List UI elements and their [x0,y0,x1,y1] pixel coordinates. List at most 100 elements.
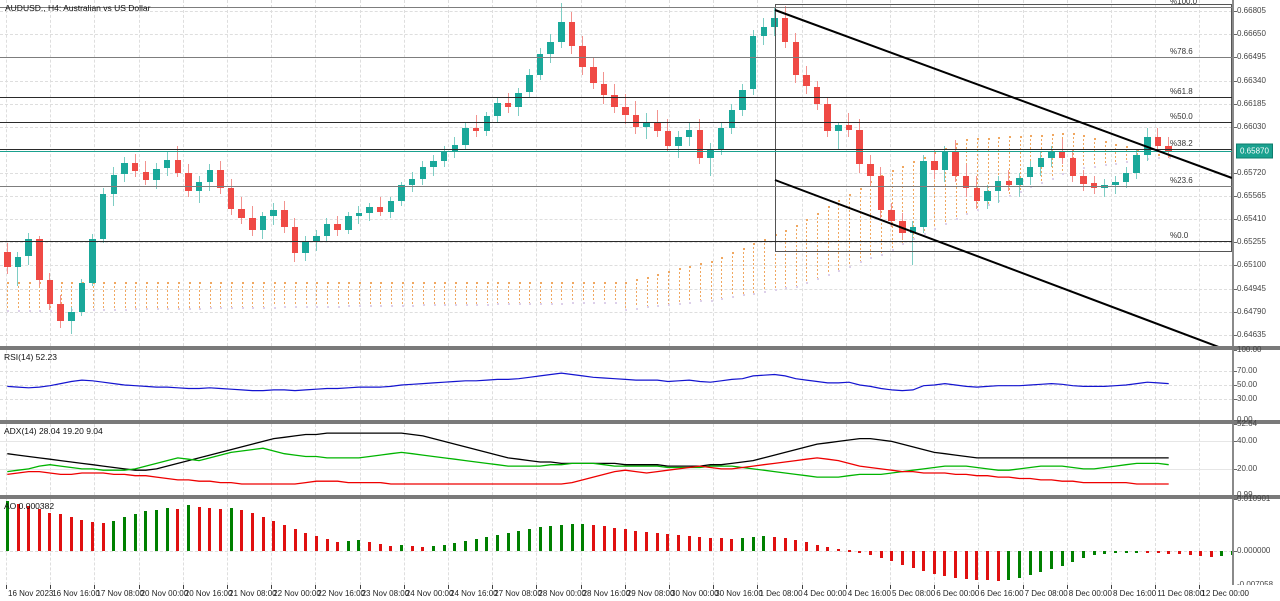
candlestick[interactable] [962,0,970,346]
candlestick[interactable] [1016,0,1023,346]
candlestick[interactable] [259,0,267,346]
candlestick[interactable] [89,0,96,346]
candlestick[interactable] [771,0,778,346]
candlestick[interactable] [579,0,586,346]
price-plot-area[interactable]: %100.0 %78.6 %61.8 %50.0 %38.2 %23.6 %0.0 [0,0,1232,346]
candlestick[interactable] [462,0,469,346]
candlestick[interactable] [931,0,938,346]
candlestick[interactable] [504,0,512,346]
time-axis[interactable]: 16 Nov 2023 16 Nov 16:00 17 Nov 08:00 20 No… [0,585,1280,601]
candlestick[interactable] [1165,0,1172,346]
candlestick[interactable] [291,0,299,346]
candlestick[interactable] [398,0,405,346]
candlestick[interactable] [813,0,821,346]
candlestick[interactable] [515,0,522,346]
candlestick[interactable] [121,0,128,346]
candlestick[interactable] [1133,0,1140,346]
candlestick[interactable] [99,0,107,346]
candlestick[interactable] [717,0,725,346]
candlestick[interactable] [739,0,746,346]
candlestick[interactable] [835,0,842,346]
candlestick[interactable] [419,0,427,346]
candlestick[interactable] [57,0,64,346]
candlestick[interactable] [153,0,160,346]
selection-rectangle[interactable] [775,4,1232,252]
candlestick[interactable] [408,0,416,346]
candlestick[interactable] [1080,0,1087,346]
candlestick[interactable] [920,0,927,346]
candlestick[interactable] [68,0,75,346]
candlestick[interactable] [994,0,1002,346]
candlestick[interactable] [1026,0,1034,346]
candlestick[interactable] [270,0,277,346]
candlestick[interactable] [781,0,789,346]
candlestick[interactable] [643,0,650,346]
adx-panel[interactable]: ADX(14) 28.04 19.20 9.04 52.64 40.00 20.00… [0,420,1280,499]
candlestick[interactable] [345,0,352,346]
candlestick[interactable] [654,0,661,346]
candlestick[interactable] [1037,0,1045,346]
candlestick[interactable] [952,0,959,346]
price-chart-panel[interactable]: %100.0 %78.6 %61.8 %50.0 %38.2 %23.6 %0.0 AUDU… [0,0,1280,348]
candlestick[interactable] [1069,0,1077,346]
candlestick[interactable] [355,0,363,346]
candlestick[interactable] [536,0,544,346]
candlestick[interactable] [984,0,991,346]
candlestick[interactable] [909,0,917,346]
candlestick[interactable] [600,0,608,346]
candlestick[interactable] [888,0,895,346]
candlestick[interactable] [249,0,256,346]
candlestick[interactable] [867,0,874,346]
candlestick[interactable] [590,0,597,346]
price-axis[interactable]: 0.66805 0.66650 0.66495 0.66340 0.66185 0.660… [1232,0,1280,346]
candlestick[interactable] [547,0,554,346]
candlestick[interactable] [558,0,565,346]
candlestick[interactable] [749,0,757,346]
candlestick[interactable] [227,0,235,346]
candlestick[interactable] [622,0,629,346]
candlestick[interactable] [494,0,501,346]
candlestick[interactable] [163,0,171,346]
candlestick[interactable] [611,0,618,346]
candlestick[interactable] [4,0,11,346]
candlestick[interactable] [185,0,192,346]
candlestick[interactable] [313,0,320,346]
candlestick[interactable] [845,0,853,346]
candlestick[interactable] [877,0,885,346]
candlestick[interactable] [824,0,831,346]
candlestick[interactable] [899,0,906,346]
candlestick[interactable] [803,0,810,346]
candlestick[interactable] [25,0,32,346]
candlestick[interactable] [973,0,981,346]
adx-plot-area[interactable] [0,424,1232,495]
rsi-plot-area[interactable] [0,350,1232,420]
candlestick[interactable] [78,0,86,346]
candlestick[interactable] [131,0,139,346]
candlestick[interactable] [281,0,288,346]
candlestick[interactable] [46,0,54,346]
candlestick[interactable] [1048,0,1055,346]
candlestick[interactable] [1122,0,1130,346]
channel-upper-trendline[interactable] [774,9,1232,179]
candlestick[interactable] [696,0,704,346]
candlestick[interactable] [217,0,224,346]
channel-lower-trendline[interactable] [774,179,1232,346]
candlestick[interactable] [206,0,214,346]
candlestick[interactable] [675,0,682,346]
candlestick[interactable] [14,0,22,346]
candlestick[interactable] [1090,0,1098,346]
candlestick[interactable] [707,0,714,346]
candlestick[interactable] [440,0,448,346]
candlestick[interactable] [174,0,182,346]
rsi-panel[interactable]: RSI(14) 52.23 100.00 70.00 50.00 30.00 0.00 [0,346,1280,424]
candlestick[interactable] [728,0,736,346]
candlestick[interactable] [366,0,373,346]
candlestick[interactable] [376,0,384,346]
candlestick[interactable] [36,0,43,346]
candlestick[interactable] [685,0,693,346]
ao-plot-area[interactable] [0,499,1232,585]
candlestick[interactable] [430,0,437,346]
ao-panel[interactable]: AO 0.000382 0.010901 0.000000 -0.007058 [0,495,1280,589]
candlestick[interactable] [664,0,672,346]
candlestick[interactable] [526,0,533,346]
